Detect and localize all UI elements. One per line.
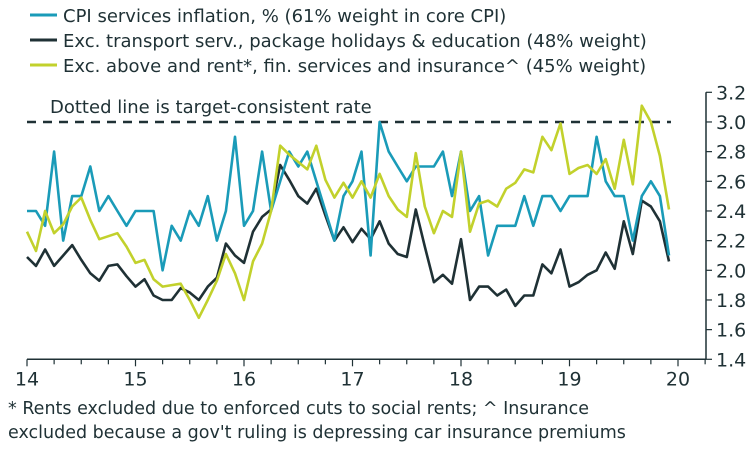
legend-label-cpi-services: CPI services inflation, % (61% weight in… [63,6,506,27]
y-tick-label: 1.4 [716,349,746,371]
x-tick-label: 17 [340,368,364,390]
x-tick-label: 18 [449,368,473,390]
y-tick-label: 2.6 [716,171,746,193]
y-tick-label: 3.2 [716,82,746,104]
y-tick-label: 1.6 [716,320,746,342]
axes: 14 15 16 17 18 19 20 1.4 1.6 1.8 2.0 2.2 2.4 2.6 2.8 3.… [15,82,746,390]
footnote-line-2: excluded because a gov't ruling is depre… [8,423,626,443]
series-line-exc-transport [26,163,671,308]
y-tick-label: 3.0 [716,112,746,134]
x-tick-label: 15 [123,368,147,390]
y-tick-label: 2.4 [716,201,746,223]
footnote-line-1: * Rents excluded due to enforced cuts to… [8,399,589,419]
x-tick-label: 19 [557,368,581,390]
x-tick-label: 14 [15,368,39,390]
x-tick-label: 20 [666,368,690,390]
x-tick-label: 16 [232,368,256,390]
legend: CPI services inflation, % (61% weight in… [30,6,647,77]
series-line-exc-rent [25,104,671,320]
y-tick-label: 2.8 [716,142,746,164]
y-tick-label: 2.0 [716,260,746,282]
y-tick-label: 2.2 [716,231,746,253]
y-tick-label: 1.8 [716,290,746,312]
legend-label-exc-rent: Exc. above and rent*, fin. services and … [63,56,646,77]
series-lines [25,104,671,320]
legend-label-exc-transport: Exc. transport serv., package holidays &… [63,31,647,52]
series-line-cpi-services [27,120,671,272]
target-line-label: Dotted line is target-consistent rate [50,97,372,118]
